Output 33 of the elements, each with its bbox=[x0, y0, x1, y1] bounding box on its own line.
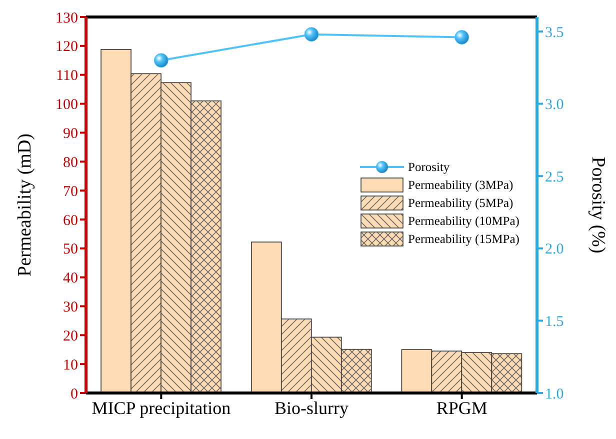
y2-tick-label: 2.5 bbox=[545, 169, 564, 186]
y-tick-label: 80 bbox=[63, 154, 78, 171]
point bbox=[154, 53, 168, 68]
y-tick-label: 30 bbox=[63, 300, 78, 316]
x-tick-label: RPGM bbox=[436, 398, 488, 418]
point bbox=[454, 30, 470, 44]
y-tick-label: 70 bbox=[63, 184, 78, 200]
legend-label: Permeability (3MPa) bbox=[408, 177, 514, 194]
y-tick-label: 0 bbox=[70, 386, 78, 402]
y-tick-label: 120 bbox=[56, 39, 78, 56]
y2-axis-title: Porosity (%) bbox=[587, 156, 608, 254]
y2-tick-label: 3.0 bbox=[545, 97, 564, 114]
y-tick-label: 90 bbox=[63, 126, 78, 142]
y-axis-title: Permeability (mD) bbox=[14, 134, 36, 276]
legend-label: Permeability (10MPa) bbox=[408, 213, 520, 230]
point bbox=[304, 27, 319, 42]
legend-label: Porosity bbox=[408, 159, 450, 176]
legend-label: Permeability (15MPa) bbox=[408, 231, 520, 248]
y-tick-label: 60 bbox=[63, 212, 78, 229]
y-tick-label: 100 bbox=[56, 97, 78, 114]
y-tick-label: 50 bbox=[63, 242, 78, 258]
y-tick-label: 110 bbox=[56, 68, 78, 84]
y-tick-label: 10 bbox=[63, 357, 78, 374]
y-tick-label: 130 bbox=[56, 10, 78, 26]
x-tick-label: Bio-slurry bbox=[274, 398, 348, 418]
x-tick-label: MICP precipitation bbox=[92, 398, 231, 418]
y2-tick-label: 3.5 bbox=[545, 24, 564, 41]
y-tick-label: 20 bbox=[63, 328, 78, 344]
y-tick-label: 40 bbox=[63, 270, 78, 287]
y2-tick-label: 2.0 bbox=[545, 242, 564, 258]
y2-tick-label: 1.0 bbox=[545, 386, 564, 402]
y2-tick-label: 1.5 bbox=[545, 314, 564, 330]
legend-label: Permeability (5MPa) bbox=[408, 195, 514, 212]
